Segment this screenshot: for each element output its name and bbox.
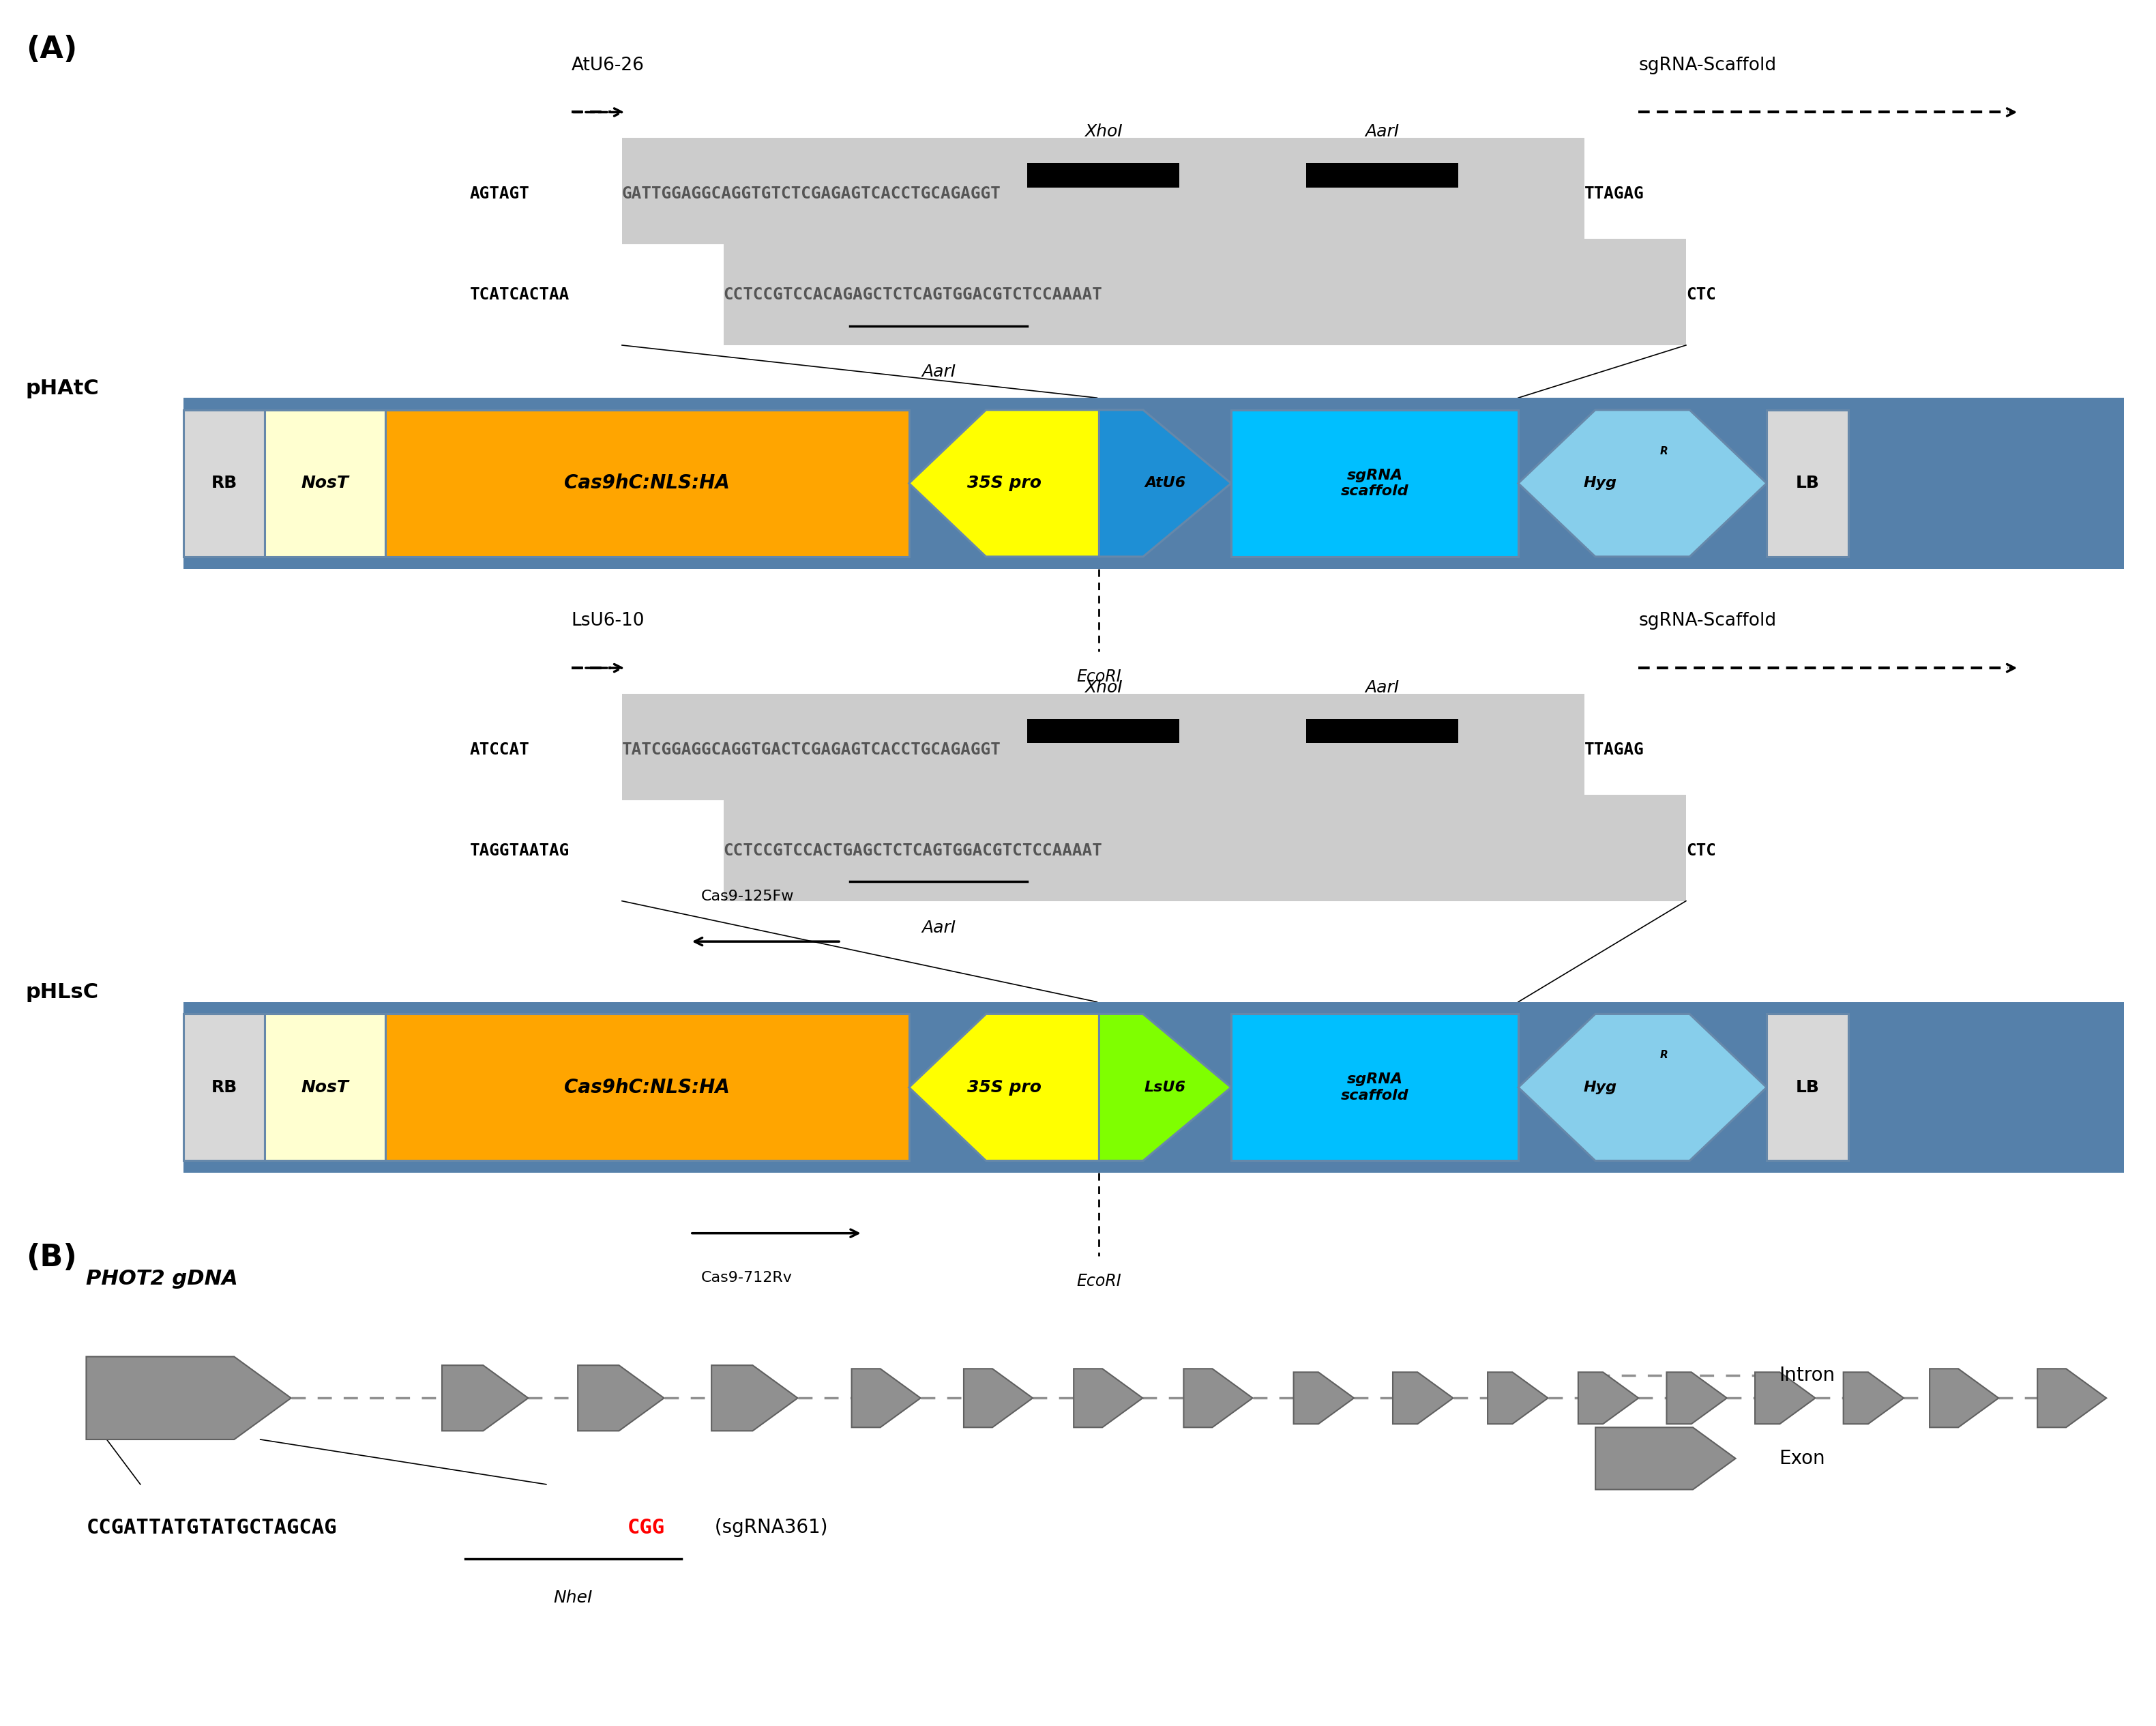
Text: pHLsC: pHLsC	[26, 982, 99, 1003]
Polygon shape	[1518, 411, 1766, 556]
Polygon shape	[1930, 1369, 1999, 1427]
Polygon shape	[964, 1369, 1033, 1427]
Polygon shape	[1100, 1015, 1231, 1160]
Text: sgRNA
scaffold: sgRNA scaffold	[1341, 1072, 1408, 1103]
Polygon shape	[1755, 1372, 1815, 1424]
Text: Hyg: Hyg	[1583, 476, 1617, 490]
Text: pHAtC: pHAtC	[26, 378, 99, 399]
Text: TATCGGAGGCAGGTGACTCGAGAGTCACCTGCAGAGGT: TATCGGAGGCAGGTGACTCGAGAGTCACCTGCAGAGGT	[621, 742, 1000, 758]
Text: Cas9-125Fw: Cas9-125Fw	[701, 891, 793, 904]
Polygon shape	[910, 1015, 1100, 1160]
Polygon shape	[711, 1365, 798, 1431]
Bar	[1231, 411, 1518, 556]
Bar	[183, 1001, 2124, 1174]
Bar	[265, 411, 386, 556]
Bar	[621, 138, 1585, 243]
Text: CCGATTATGTATGCTAGCAG: CCGATTATGTATGCTAGCAG	[86, 1517, 336, 1538]
Text: CGG: CGG	[627, 1517, 664, 1538]
Text: (sgRNA361): (sgRNA361)	[709, 1517, 828, 1538]
Text: R: R	[1660, 1049, 1669, 1060]
Text: AGTAGT: AGTAGT	[470, 186, 530, 202]
Bar	[183, 399, 2124, 570]
Text: GATTGGAGGCAGGTGTCTCGAGAGTCACCTGCAGAGGT: GATTGGAGGCAGGTGTCTCGAGAGTCACCTGCAGAGGT	[621, 186, 1000, 202]
Text: R: R	[1660, 445, 1669, 456]
Text: sgRNA-Scaffold: sgRNA-Scaffold	[1639, 57, 1777, 74]
Text: Cas9-712Rv: Cas9-712Rv	[701, 1270, 791, 1284]
Polygon shape	[442, 1365, 528, 1431]
Text: 35S pro: 35S pro	[966, 1079, 1041, 1096]
Bar	[1307, 718, 1457, 742]
Text: sgRNA
scaffold: sgRNA scaffold	[1341, 468, 1408, 499]
Text: AtU6-26: AtU6-26	[571, 57, 645, 74]
Bar	[1026, 718, 1179, 742]
Text: CTC: CTC	[1686, 287, 1716, 302]
Polygon shape	[852, 1369, 921, 1427]
Text: LsU6: LsU6	[1145, 1080, 1186, 1094]
Bar	[621, 694, 1585, 801]
Polygon shape	[1074, 1369, 1143, 1427]
Text: Intron: Intron	[1779, 1365, 1835, 1386]
Text: sgRNA-Scaffold: sgRNA-Scaffold	[1639, 613, 1777, 630]
Polygon shape	[910, 411, 1100, 556]
Polygon shape	[1488, 1372, 1548, 1424]
Bar	[265, 1015, 386, 1160]
Text: EcoRI: EcoRI	[1076, 668, 1121, 685]
Text: (B): (B)	[26, 1243, 78, 1272]
Text: ATCCAT: ATCCAT	[470, 742, 530, 758]
Bar	[183, 1015, 265, 1160]
Polygon shape	[1100, 411, 1231, 556]
Text: TCATCACTAA: TCATCACTAA	[470, 287, 569, 302]
Text: AarI: AarI	[1365, 124, 1399, 140]
Text: LB: LB	[1796, 1079, 1820, 1096]
Text: AarI: AarI	[1365, 680, 1399, 696]
Polygon shape	[1578, 1372, 1639, 1424]
Polygon shape	[1667, 1372, 1727, 1424]
Text: LsU6-10: LsU6-10	[571, 613, 645, 630]
Text: AarI: AarI	[921, 364, 955, 380]
Text: LB: LB	[1796, 475, 1820, 492]
Polygon shape	[2037, 1369, 2106, 1427]
Text: NosT: NosT	[302, 1079, 349, 1096]
Bar	[1766, 1015, 1848, 1160]
Text: 35S pro: 35S pro	[966, 475, 1041, 492]
Text: RB: RB	[211, 1079, 237, 1096]
Text: XhoI: XhoI	[1084, 680, 1123, 696]
Bar	[1231, 1015, 1518, 1160]
Polygon shape	[1595, 1427, 1736, 1490]
Polygon shape	[1294, 1372, 1354, 1424]
Text: AarI: AarI	[921, 920, 955, 935]
Text: Exon: Exon	[1779, 1448, 1824, 1469]
Polygon shape	[86, 1357, 291, 1439]
Text: Cas9hC:NLS:HA: Cas9hC:NLS:HA	[565, 1077, 731, 1098]
Bar	[1766, 411, 1848, 556]
Text: TTAGAG: TTAGAG	[1585, 186, 1645, 202]
Text: CTC: CTC	[1686, 842, 1716, 858]
Polygon shape	[578, 1365, 664, 1431]
Polygon shape	[1843, 1372, 1904, 1424]
Bar	[722, 240, 1686, 345]
Bar	[183, 411, 265, 556]
Text: AtU6: AtU6	[1145, 476, 1186, 490]
Text: EcoRI: EcoRI	[1076, 1274, 1121, 1289]
Bar	[386, 411, 910, 556]
Polygon shape	[1393, 1372, 1453, 1424]
Bar	[386, 1015, 910, 1160]
Text: TTAGAG: TTAGAG	[1585, 742, 1645, 758]
Text: Hyg: Hyg	[1583, 1080, 1617, 1094]
Bar	[722, 794, 1686, 901]
Text: RB: RB	[211, 475, 237, 492]
Text: PHOT2 gDNA: PHOT2 gDNA	[86, 1269, 237, 1288]
Bar	[1026, 162, 1179, 186]
Bar	[1307, 162, 1457, 186]
Text: CCTCCGTCCACTGAGCTCTCAGTGGACGTCTCCAAAAT: CCTCCGTCCACTGAGCTCTCAGTGGACGTCTCCAAAAT	[722, 842, 1102, 858]
Text: Cas9hC:NLS:HA: Cas9hC:NLS:HA	[565, 473, 731, 494]
Text: CCTCCGTCCACAGAGCTCTCAGTGGACGTCTCCAAAAT: CCTCCGTCCACAGAGCTCTCAGTGGACGTCTCCAAAAT	[722, 287, 1102, 302]
Polygon shape	[1518, 1015, 1766, 1160]
Text: NheI: NheI	[554, 1590, 593, 1605]
Text: TAGGTAATAG: TAGGTAATAG	[470, 842, 569, 858]
Text: (A): (A)	[26, 35, 78, 64]
Text: XhoI: XhoI	[1084, 124, 1123, 140]
Text: NosT: NosT	[302, 475, 349, 492]
Polygon shape	[1184, 1369, 1253, 1427]
